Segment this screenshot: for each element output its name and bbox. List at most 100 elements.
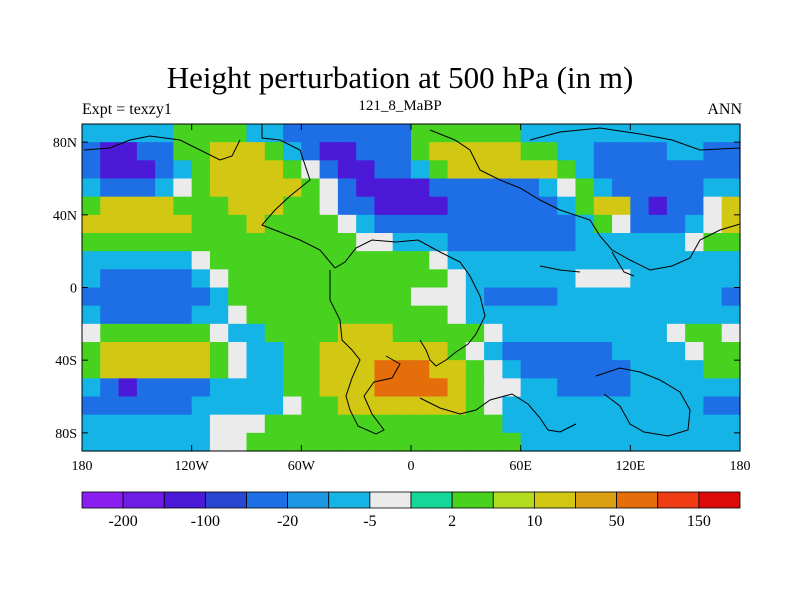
- field-cell: [356, 360, 376, 379]
- field-cell: [82, 396, 101, 416]
- field-cell: [612, 196, 631, 216]
- field-cell: [209, 305, 229, 325]
- field-cell: [337, 178, 357, 198]
- field-cell: [538, 160, 558, 180]
- field-cell: [155, 342, 174, 361]
- field-cell: [612, 251, 631, 270]
- field-cell: [118, 396, 138, 416]
- colorbar-swatch: [163, 491, 206, 509]
- field-cell: [337, 305, 357, 325]
- field-cell: [283, 124, 302, 143]
- field-cell: [228, 196, 248, 216]
- field-cell: [337, 196, 357, 216]
- field-cell: [392, 269, 412, 289]
- field-cell: [337, 414, 357, 434]
- field-cell: [100, 432, 120, 452]
- field-cell: [703, 287, 723, 307]
- colorbar-label: -5: [363, 513, 376, 530]
- field-cell: [337, 251, 357, 270]
- field-cell: [703, 269, 723, 289]
- field-cell: [118, 233, 138, 252]
- field-cell: [228, 269, 248, 289]
- field-cell: [447, 305, 467, 325]
- field-cell: [575, 287, 595, 307]
- field-cell: [246, 378, 266, 398]
- field-cell: [593, 396, 613, 416]
- field-cell: [136, 305, 156, 325]
- colorbar: -200 -100 -20 -5 2 10 50 150: [81, 491, 741, 530]
- field-cell: [575, 360, 595, 379]
- y-tick-label: 80S: [55, 427, 77, 442]
- field-cell: [648, 269, 668, 289]
- field-cell: [82, 432, 101, 452]
- field-cell: [575, 378, 595, 398]
- field-cell: [575, 414, 595, 434]
- field-cell: [136, 178, 156, 198]
- field-cell: [356, 233, 376, 252]
- chart-title: Height perturbation at 500 hPa (in m): [166, 60, 634, 95]
- field-cell: [538, 360, 558, 379]
- field-cell: [100, 251, 120, 270]
- field-cell: [411, 305, 430, 325]
- field-cell: [447, 142, 467, 161]
- field-cell: [502, 396, 522, 416]
- field-cell: [173, 305, 193, 325]
- field-cell: [82, 269, 101, 289]
- field-cell: [575, 124, 595, 143]
- field-cell: [100, 160, 120, 180]
- field-cell: [173, 323, 193, 343]
- field-cell: [612, 269, 631, 289]
- field-cell: [392, 214, 412, 234]
- field-cell: [209, 396, 229, 416]
- field-cell: [630, 178, 650, 198]
- field-cell: [155, 160, 174, 180]
- field-cell: [209, 432, 229, 452]
- field-cell: [721, 432, 741, 452]
- field-cell: [484, 233, 503, 252]
- field-cell: [100, 214, 120, 234]
- field-cell: [100, 142, 120, 161]
- field-cell: [337, 269, 357, 289]
- field-cell: [283, 414, 302, 434]
- field-cell: [264, 124, 284, 143]
- field-cell: [502, 305, 522, 325]
- field-cell: [319, 269, 339, 289]
- field-cell: [557, 251, 577, 270]
- field-cell: [246, 142, 266, 161]
- y-tick-label: 80N: [53, 136, 77, 151]
- x-tick-label: 120E: [616, 459, 646, 474]
- field-cell: [666, 414, 686, 434]
- field-cell: [502, 233, 522, 252]
- colorbar-label: -20: [277, 513, 298, 530]
- field-cell: [228, 360, 248, 379]
- field-cell: [447, 414, 467, 434]
- field-cell: [593, 269, 613, 289]
- field-cell: [264, 214, 284, 234]
- field-cell: [100, 378, 120, 398]
- field-cell: [118, 323, 138, 343]
- field-cell: [100, 323, 120, 343]
- field-cell: [173, 251, 193, 270]
- field-cell: [118, 214, 138, 234]
- field-cell: [246, 396, 266, 416]
- x-tick-label: 60E: [509, 459, 532, 474]
- field-cell: [575, 160, 595, 180]
- field-cell: [465, 305, 485, 325]
- field-cell: [630, 287, 650, 307]
- field-cell: [228, 323, 248, 343]
- field-cell: [392, 360, 412, 379]
- field-cell: [301, 142, 321, 161]
- field-cell: [191, 160, 211, 180]
- field-cell: [301, 160, 321, 180]
- field-cell: [502, 378, 522, 398]
- field-cell: [356, 160, 376, 180]
- field-cell: [191, 360, 211, 379]
- field-cell: [283, 142, 302, 161]
- field-cell: [246, 287, 266, 307]
- field-cell: [319, 378, 339, 398]
- field-cell: [392, 342, 412, 361]
- field-cell: [630, 360, 650, 379]
- field-cell: [685, 287, 705, 307]
- field-cell: [319, 360, 339, 379]
- field-cell: [502, 287, 522, 307]
